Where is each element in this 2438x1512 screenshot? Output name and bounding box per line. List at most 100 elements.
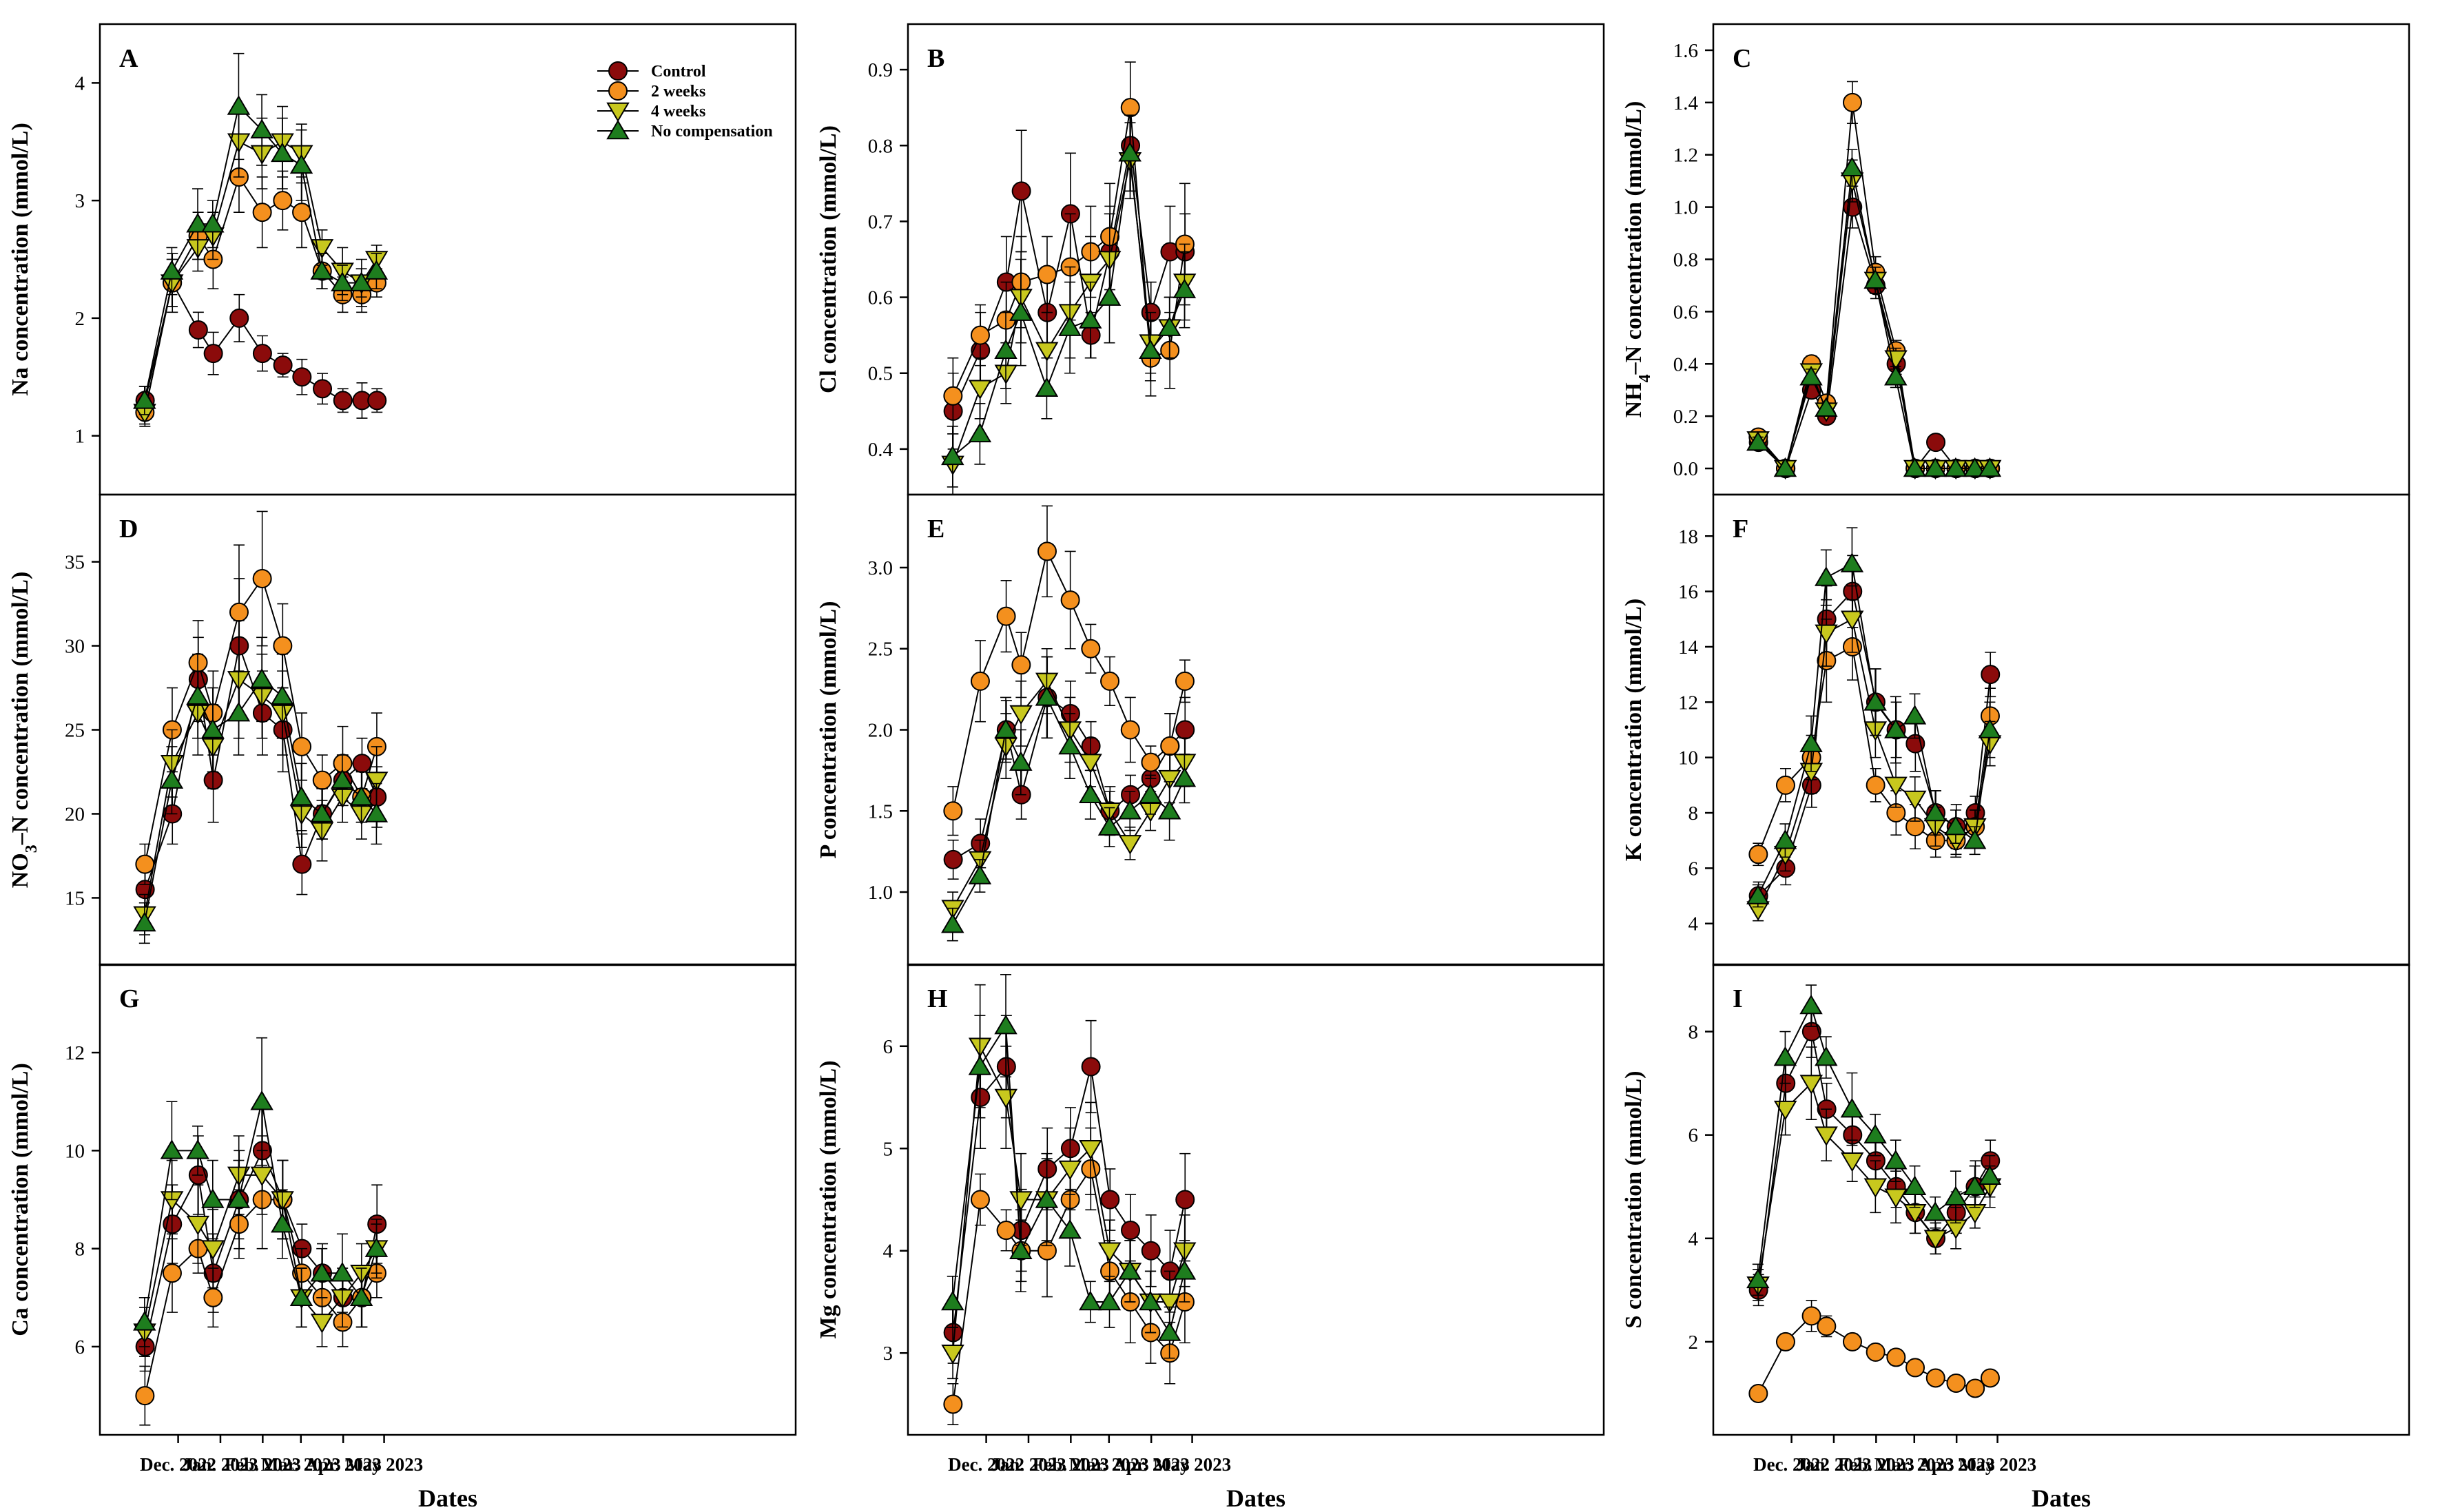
data-point (135, 1386, 155, 1406)
series-2-weeks (1748, 1300, 2000, 1403)
panel-frame (1712, 963, 2410, 1436)
data-point (289, 154, 313, 174)
data-point (1079, 1140, 1102, 1160)
data-point (1118, 835, 1142, 855)
data-point (1097, 286, 1122, 306)
x-tick-label: Apr. 2023 (1918, 1454, 1995, 1475)
data-point (1840, 1097, 1864, 1118)
data-point (364, 802, 389, 822)
data-point (1079, 754, 1102, 774)
data-point (1925, 1368, 1945, 1388)
data-point (1863, 691, 1887, 711)
data-point (201, 718, 225, 738)
data-point (968, 864, 992, 884)
panel-label: G (119, 984, 140, 1013)
data-point (996, 1221, 1016, 1241)
y-tick-label: 2.0 (868, 720, 893, 742)
x-tick-label: Mar. 2023 (1069, 1454, 1149, 1475)
data-point (943, 1394, 963, 1414)
legend-marker (608, 61, 628, 81)
data-point (1009, 1239, 1033, 1259)
y-tick-label: 1.5 (868, 800, 893, 822)
data-point (1175, 671, 1195, 691)
data-point (1157, 1321, 1181, 1341)
panel-frame (1712, 493, 2410, 966)
data-point (367, 391, 387, 411)
data-point (1863, 1123, 1887, 1143)
data-point (1981, 665, 2001, 685)
data-point (1035, 377, 1059, 397)
data-point (201, 213, 225, 233)
y-tick-label: 1.4 (1673, 92, 1699, 114)
data-point (1157, 800, 1181, 820)
series-control (1748, 185, 2001, 479)
data-point (349, 1286, 373, 1307)
data-point (331, 271, 354, 291)
data-point (1775, 775, 1795, 795)
y-tick-label: 3 (883, 1343, 893, 1365)
x-axis-label: Dates (2032, 1484, 2091, 1512)
x-tick-label: Jan. 2023 (183, 1454, 258, 1475)
data-point (203, 344, 223, 364)
data-point (1158, 1293, 1181, 1314)
data-point (271, 1212, 294, 1233)
data-point (1944, 1185, 1967, 1205)
data-point (1884, 1149, 1908, 1170)
data-point (1175, 1190, 1195, 1210)
data-point (1035, 342, 1059, 362)
y-tick-label: 2 (1688, 1332, 1699, 1354)
legend-label: 2 weeks (651, 83, 705, 101)
data-point (1905, 1358, 1925, 1378)
data-point (1944, 457, 1967, 477)
data-point (273, 191, 293, 211)
data-point (1060, 590, 1080, 610)
data-point (1840, 1152, 1864, 1172)
data-point (1884, 366, 1908, 386)
panel-label: A (119, 44, 138, 73)
data-point (1923, 801, 1947, 822)
y-tick-label: 3.0 (868, 557, 893, 579)
y-tick-label: 8 (75, 1239, 85, 1261)
data-point (1139, 1290, 1162, 1311)
data-point (292, 367, 312, 387)
data-point (1773, 1046, 1797, 1066)
data-point (252, 203, 272, 222)
x-tick-label: May 2023 (1959, 1454, 2036, 1475)
data-point (1172, 767, 1197, 787)
data-point (250, 118, 273, 138)
y-tick-label: 4 (1688, 1228, 1699, 1250)
y-tick-label: 0.0 (1673, 458, 1698, 480)
data-point (1903, 790, 1927, 811)
data-point (1058, 1219, 1082, 1239)
data-point (1799, 1075, 1824, 1095)
y-tick-label: 0.2 (1673, 406, 1698, 428)
y-tick-label: 15 (65, 887, 85, 909)
data-point (1079, 309, 1102, 329)
data-point (1923, 1201, 1947, 1221)
data-point (1081, 639, 1101, 659)
data-point (1840, 610, 1864, 631)
y-tick-label: 4 (883, 1241, 893, 1263)
data-point (162, 1263, 182, 1283)
y-tick-label: 0.8 (868, 135, 893, 157)
x-tick-label: Dec. 2022 (1753, 1454, 1830, 1475)
y-tick-label: 1.6 (1673, 40, 1698, 62)
data-point (1011, 181, 1031, 201)
panel-frame (907, 963, 1605, 1436)
y-tick-label: 4 (75, 72, 85, 94)
series-no-compensation (133, 52, 389, 415)
x-tick-label: Dec. 2022 (948, 1454, 1024, 1475)
data-point (1903, 1175, 1927, 1195)
data-point (1035, 686, 1059, 706)
data-point (1978, 1165, 2002, 1185)
data-point (203, 1287, 223, 1307)
series-4-weeks (1746, 159, 2002, 480)
data-point (1097, 1290, 1122, 1311)
series-control (135, 578, 387, 911)
data-point (1141, 752, 1161, 772)
data-point (289, 785, 313, 806)
data-point (943, 801, 963, 821)
data-point (1058, 734, 1082, 755)
data-point (1923, 457, 1947, 477)
data-point (1120, 720, 1140, 740)
